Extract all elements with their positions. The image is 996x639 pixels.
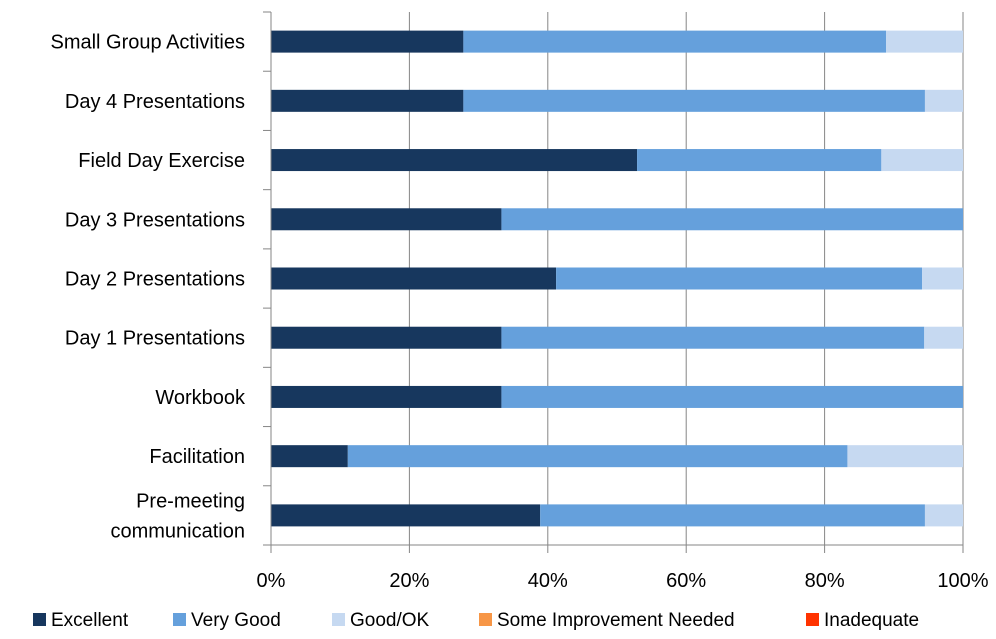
bar-segment bbox=[501, 385, 963, 408]
bar-segment bbox=[924, 504, 963, 527]
category-label: Day 4 Presentations bbox=[65, 91, 245, 113]
axes bbox=[263, 11, 964, 553]
bar-segment bbox=[271, 445, 348, 468]
legend-swatch bbox=[33, 613, 46, 626]
category-label: Pre-meeting communication bbox=[110, 490, 245, 542]
bar-segment bbox=[924, 326, 963, 349]
bar-segment bbox=[637, 149, 882, 172]
bar-segment bbox=[271, 30, 464, 53]
bar-segment bbox=[347, 445, 848, 468]
bar-segment bbox=[924, 89, 963, 112]
category-label-line: Pre-meeting bbox=[136, 490, 245, 512]
category-label-line: Day 4 Presentations bbox=[65, 91, 245, 113]
bar-segment bbox=[922, 267, 963, 290]
bar-segment bbox=[463, 30, 887, 53]
bar-segment bbox=[886, 30, 963, 53]
category-label: Facilitation bbox=[149, 446, 245, 468]
bar-segment bbox=[271, 504, 541, 527]
x-tick-label: 100% bbox=[937, 570, 988, 592]
category-label-line: Day 1 Presentations bbox=[65, 328, 245, 350]
bar-segment bbox=[271, 208, 502, 231]
bar-segment bbox=[271, 267, 557, 290]
category-label-line: communication bbox=[110, 520, 245, 542]
category-label: Day 1 Presentations bbox=[65, 328, 245, 350]
category-label: Day 3 Presentations bbox=[65, 209, 245, 231]
bar-segment bbox=[540, 504, 925, 527]
legend-label: Some Improvement Needed bbox=[497, 610, 735, 631]
bar-segment bbox=[271, 326, 502, 349]
legend-label: Very Good bbox=[191, 610, 281, 631]
bar-segment bbox=[847, 445, 963, 468]
legend: Excellent Very Good Good/OK Some Improvemen… bbox=[33, 610, 919, 631]
bar-segment bbox=[271, 385, 502, 408]
category-label: Workbook bbox=[155, 387, 246, 409]
x-tick-label: 40% bbox=[528, 570, 568, 592]
x-tick-label: 80% bbox=[805, 570, 845, 592]
bar-segment bbox=[271, 149, 638, 172]
legend-label: Inadequate bbox=[824, 610, 919, 631]
legend-label: Good/OK bbox=[350, 610, 430, 631]
legend-swatch bbox=[173, 613, 186, 626]
tick-labels: 0% 20% 40% 60% 80% 100% bbox=[257, 570, 989, 592]
category-label-line: Field Day Exercise bbox=[78, 150, 245, 172]
legend-swatch bbox=[479, 613, 492, 626]
bar-segment bbox=[501, 326, 925, 349]
category-label-line: Workbook bbox=[155, 387, 246, 409]
x-tick-label: 20% bbox=[389, 570, 429, 592]
legend-swatch bbox=[332, 613, 345, 626]
category-label: Field Day Exercise bbox=[78, 150, 245, 172]
bar-segment bbox=[463, 89, 925, 112]
category-label-line: Small Group Activities bbox=[50, 32, 245, 54]
bars bbox=[271, 30, 963, 527]
x-tick-label: 60% bbox=[666, 570, 706, 592]
bar-segment bbox=[271, 89, 464, 112]
legend-label: Excellent bbox=[51, 610, 129, 631]
category-label: Day 2 Presentations bbox=[65, 269, 245, 291]
bar-segment bbox=[556, 267, 923, 290]
category-label-line: Facilitation bbox=[149, 446, 245, 468]
legend-swatch bbox=[806, 613, 819, 626]
bar-segment bbox=[501, 208, 963, 231]
category-label: Small Group Activities bbox=[50, 32, 245, 54]
category-label-line: Day 3 Presentations bbox=[65, 209, 245, 231]
x-tick-label: 0% bbox=[257, 570, 286, 592]
category-label-line: Day 2 Presentations bbox=[65, 269, 245, 291]
bar-segment bbox=[881, 149, 963, 172]
category-labels: Small Group Activities Day 4 Presentation… bbox=[50, 32, 246, 543]
